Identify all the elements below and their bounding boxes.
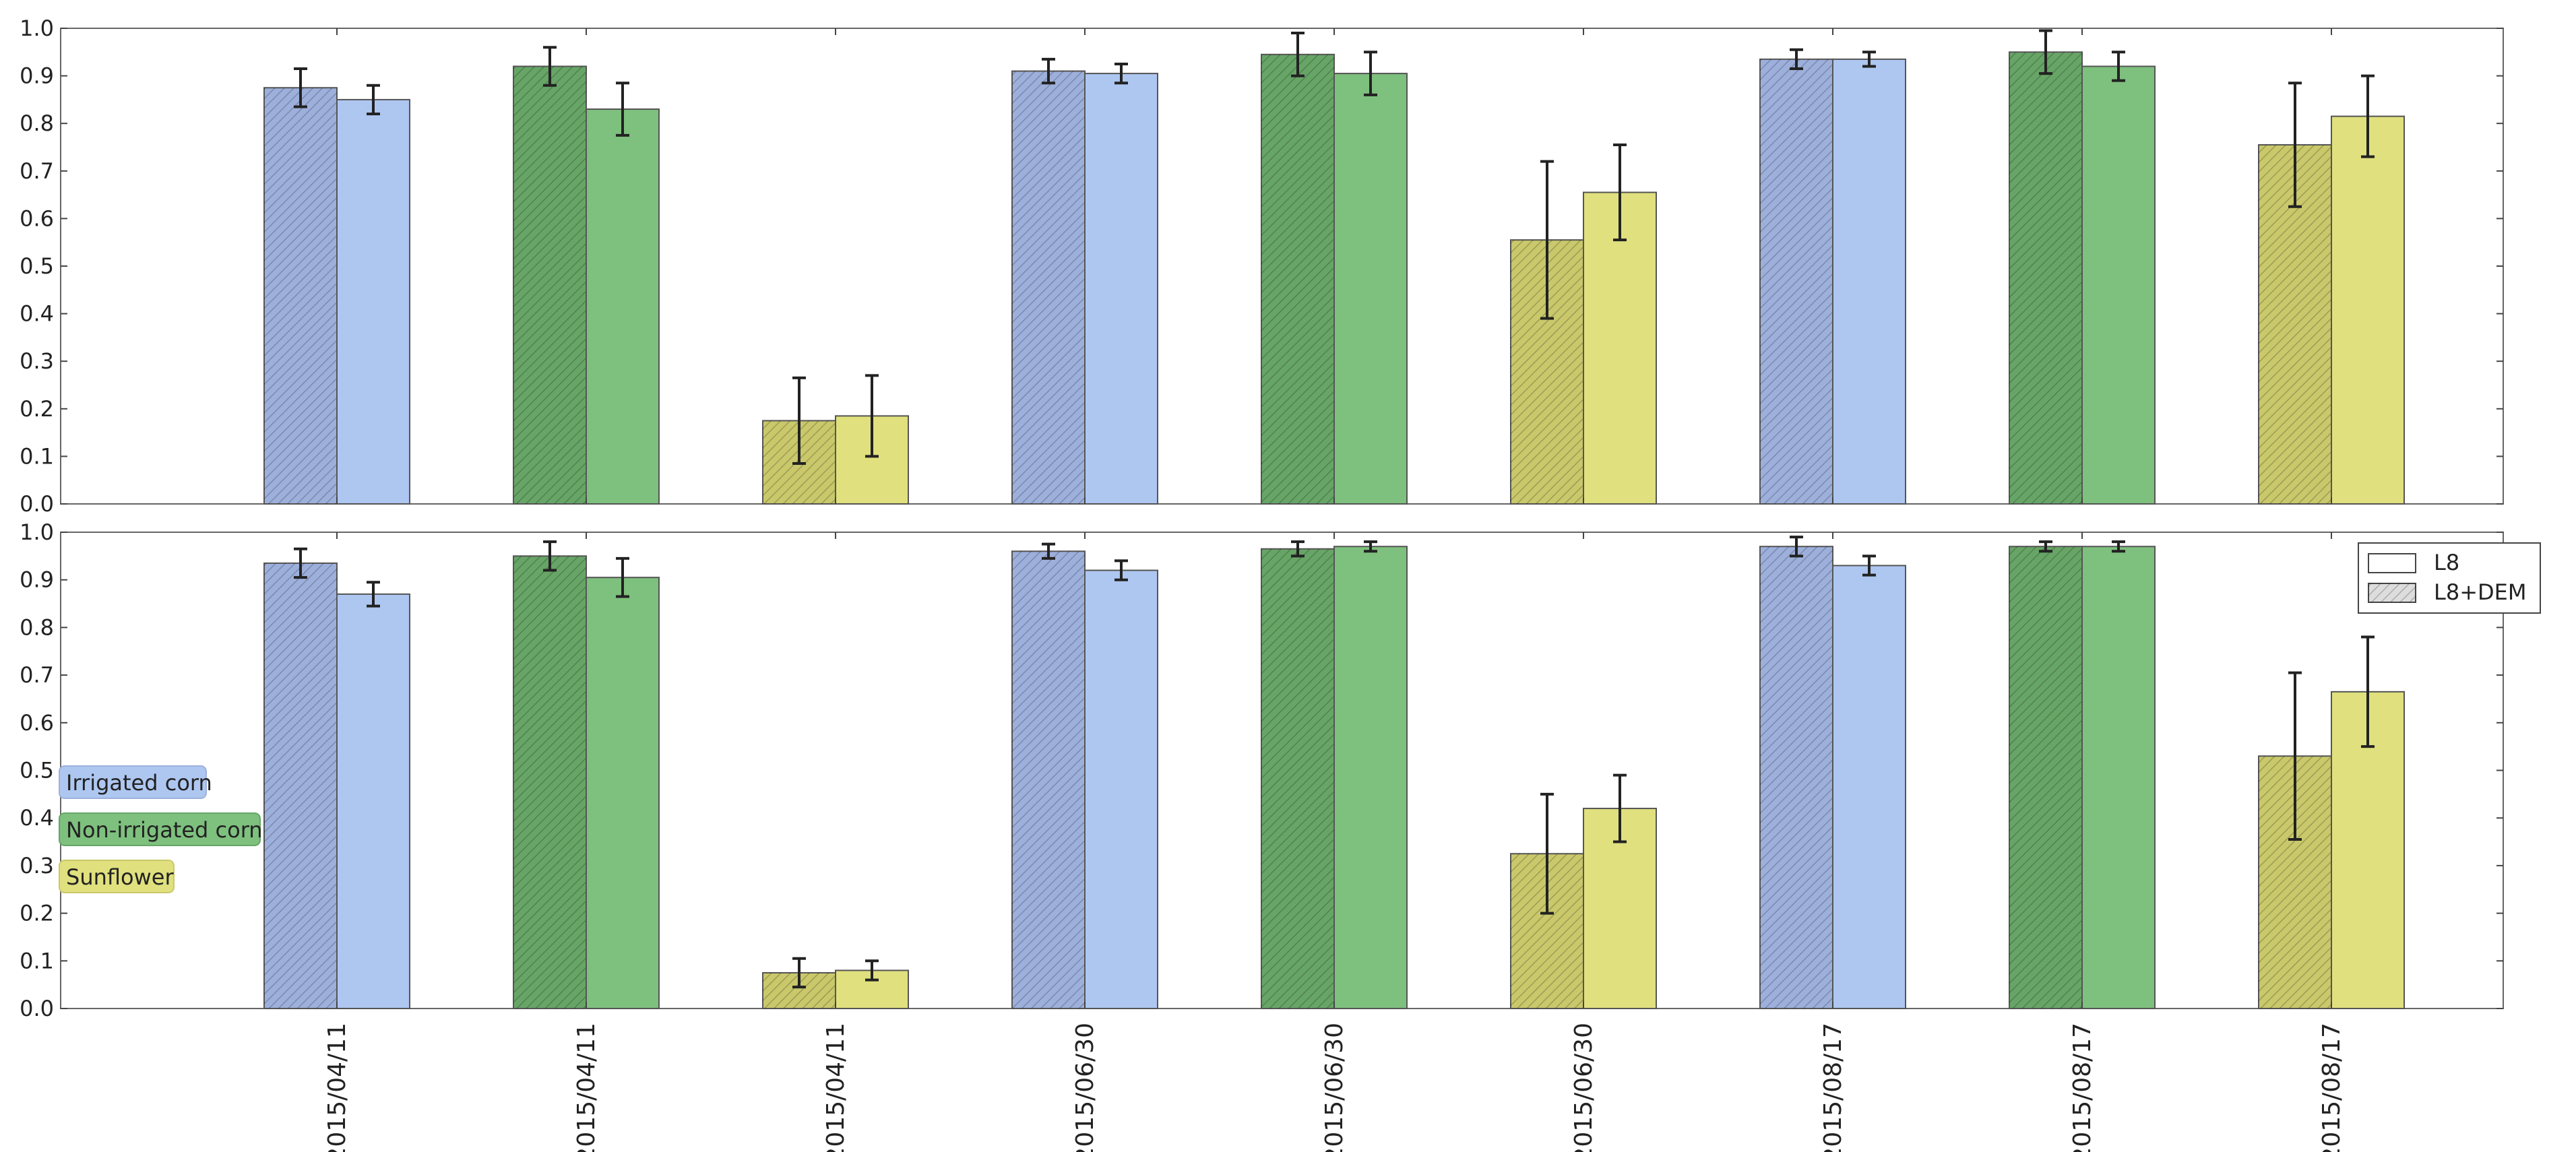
class-box-irrigated-corn [59,765,207,799]
legend-swatch-l8-dem-hatch [2368,583,2416,602]
bar-hatch [1760,59,1833,504]
x-tick-label: 2015/04/11 [573,1023,600,1152]
bar-hatch [513,66,586,505]
bar-hatch [264,563,337,1009]
legend: L8 L8+DEM [2358,542,2541,614]
y-tick-label: 0.5 [20,758,54,783]
y-tick-label: 0.3 [20,853,54,878]
y-tick-label: 0.2 [20,396,54,422]
class-label-sunflower: Sunflower [66,864,174,890]
y-tick-label: 0.6 [20,710,54,736]
y-tick-label: 0.3 [20,348,54,374]
y-tick-label: 0.1 [20,948,54,973]
y-tick-label: 0.9 [20,63,54,89]
bar-irrigated-corn-l8 [336,593,410,1009]
legend-label-l8: L8 [2434,550,2459,575]
y-tick-label: 0.0 [20,996,54,1021]
class-box-sunflower [59,860,175,893]
y-tick-label: 0.2 [20,901,54,926]
bar-non-irrigated-corn-l8 [2081,65,2156,505]
y-tick-label: 1.0 [20,519,54,545]
bar-non-irrigated-corn-l8 [586,577,660,1009]
top-panel: 0.0 0.1 0.2 0.3 0.4 0.5 0.6 0.7 0.8 0.9 1.0 [20,15,2504,517]
bottom-panel: 0.0 0.1 0.2 0.3 0.4 0.5 0.6 0.7 0.8 0.9 1.0 [20,519,2504,1021]
bar-hatch [264,88,337,504]
bar-irrigated-corn-l8 [1832,58,1906,505]
bar-hatch [2009,546,2082,1009]
x-tick-label: 2015/04/11 [822,1023,850,1152]
y-tick-label: 0.4 [20,301,54,327]
x-tick-label: 2015/06/30 [1071,1023,1099,1152]
bar-irrigated-corn-l8 [336,98,410,505]
bar-hatch [513,556,586,1009]
bar-irrigated-corn-l8 [1084,569,1158,1009]
bar-hatch [1012,71,1085,505]
y-tick-label: 0.8 [20,110,54,136]
bar-non-irrigated-corn-l8 [586,108,660,505]
class-labels: Irrigated corn Non-irrigated corn Sunflo… [59,765,263,893]
bar-irrigated-corn-l8 [1084,73,1158,505]
y-tick-label: 0.7 [20,158,54,184]
legend-swatch-l8 [2368,553,2416,573]
x-tick-label: 2015/08/17 [1819,1023,1847,1152]
bar-hatch [1012,551,1085,1009]
class-label-irrigated-corn: Irrigated corn [66,770,212,796]
y-tick-label: 0.5 [20,253,54,279]
bar-irrigated-corn-l8 [1832,565,1906,1009]
x-tick-label: 2015/06/30 [1321,1023,1348,1152]
x-tick-label: 2015/06/30 [1570,1023,1598,1152]
y-tick-label: 0.8 [20,614,54,640]
bar-non-irrigated-corn-l8 [1333,73,1408,505]
y-tick-label: 0.7 [20,662,54,688]
class-box-non-irrigated-corn [59,812,261,846]
bar-hatch [2009,52,2082,505]
x-tick-label: 2015/08/17 [2318,1023,2346,1152]
bar-hatch [1261,54,1334,504]
y-tick-label: 0.0 [20,491,54,517]
bar-non-irrigated-corn-l8 [1333,546,1408,1009]
class-label-non-irrigated-corn: Non-irrigated corn [66,817,263,843]
bar-sunflower-l8 [2331,115,2405,505]
y-tick-label: 0.4 [20,805,54,831]
bar-hatch [1261,548,1334,1009]
x-axis-labels: 2015/04/11 2015/04/11 2015/04/11 2015/06/30… [323,1023,2346,1152]
bar-non-irrigated-corn-l8 [2081,546,2156,1009]
y-tick-label: 0.6 [20,205,54,231]
y-tick-label: 0.1 [20,443,54,469]
y-tick-label: 0.9 [20,567,54,593]
legend-label-l8-dem: L8+DEM [2434,579,2526,605]
bar-hatch [1760,546,1833,1009]
y-tick-label: 1.0 [20,15,54,41]
x-tick-label: 2015/04/11 [323,1023,351,1152]
x-tick-label: 2015/08/17 [2069,1023,2096,1152]
bar-sunflower-l8 [1583,191,1657,505]
